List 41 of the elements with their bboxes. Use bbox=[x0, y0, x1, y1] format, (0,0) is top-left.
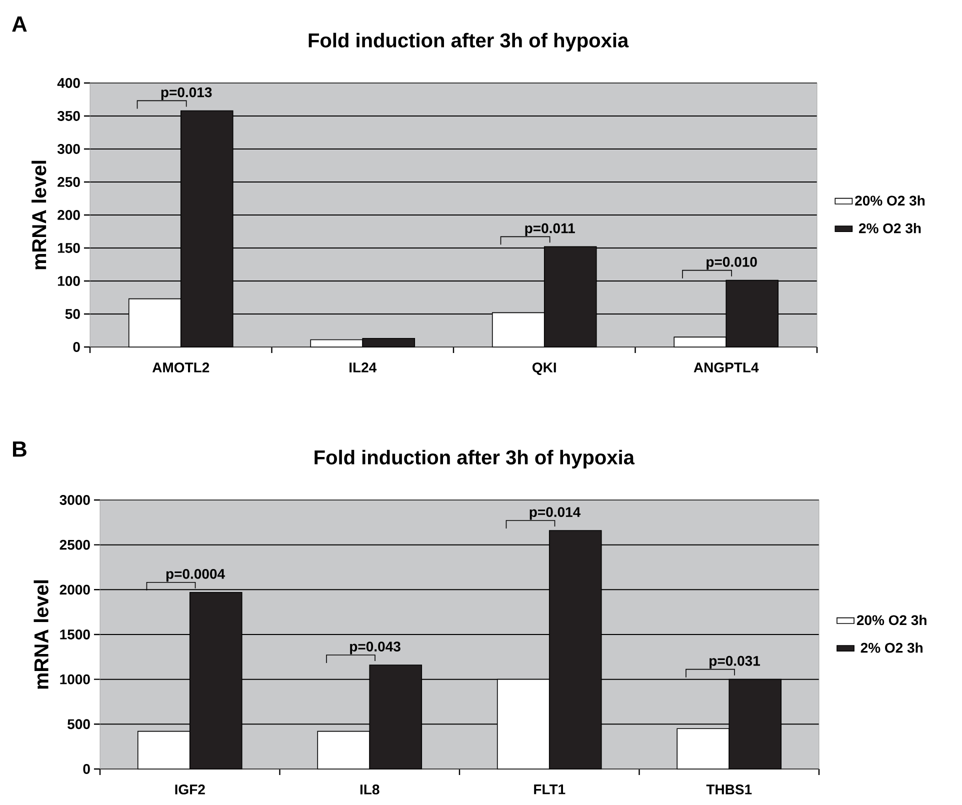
y-tick-label: 2000 bbox=[60, 584, 90, 595]
x-tick-label: IGF2 bbox=[175, 784, 205, 794]
y-tick-label: 350 bbox=[57, 111, 80, 121]
annotation: p=0.013 bbox=[161, 87, 212, 100]
annotation: p=0.010 bbox=[706, 256, 757, 270]
y-tick-label: 0 bbox=[73, 342, 80, 352]
y-tick-label: 0 bbox=[83, 764, 90, 774]
annotation: p=0.011 bbox=[525, 223, 575, 236]
legend-label: 2% O2 3h bbox=[858, 222, 921, 234]
y-tick-label: 100 bbox=[58, 276, 80, 286]
x-tick-label: AMOTL2 bbox=[152, 362, 210, 372]
annotation: p=0.0004 bbox=[166, 568, 225, 582]
y-tick-label: 50 bbox=[65, 309, 80, 319]
y-tick-label: 300 bbox=[57, 144, 80, 154]
x-tick-label: QKI bbox=[532, 362, 556, 376]
legend-label: 2% O2 3h bbox=[860, 642, 922, 653]
legend-label: 20% O2 3h bbox=[855, 195, 925, 206]
y-axis-title: mRNA level bbox=[34, 580, 48, 689]
annotation: p=0.031 bbox=[710, 656, 760, 669]
x-tick-label: ANGPTL4 bbox=[694, 362, 759, 372]
text: B bbox=[13, 442, 26, 457]
text: A bbox=[12, 16, 27, 32]
y-tick-label: 2500 bbox=[60, 540, 90, 550]
y-tick-label: 150 bbox=[58, 243, 80, 253]
y-tick-label: 1000 bbox=[60, 674, 90, 684]
chart-title: Fold induction after 3h of hypoxia bbox=[314, 450, 635, 468]
y-tick-label: 3000 bbox=[60, 495, 90, 505]
x-tick-label: IL8 bbox=[360, 784, 380, 794]
y-tick-label: 250 bbox=[58, 177, 80, 187]
y-tick-label: 200 bbox=[58, 210, 80, 220]
y-tick-label: 1500 bbox=[60, 630, 90, 640]
x-tick-label: IL24 bbox=[350, 362, 377, 372]
chart-title: Fold induction after 3h of hypoxia bbox=[308, 32, 629, 52]
legend-label: 20% O2 3h bbox=[856, 614, 926, 626]
y-tick-label: 500 bbox=[68, 719, 90, 730]
x-tick-label: THBS1 bbox=[706, 784, 752, 794]
y-tick-label: 400 bbox=[57, 78, 80, 88]
annotation: p=0.014 bbox=[530, 507, 581, 520]
y-axis-title: mRNA level bbox=[32, 160, 46, 270]
annotation: p=0.043 bbox=[350, 642, 400, 654]
x-tick-label: FLT1 bbox=[534, 784, 566, 794]
